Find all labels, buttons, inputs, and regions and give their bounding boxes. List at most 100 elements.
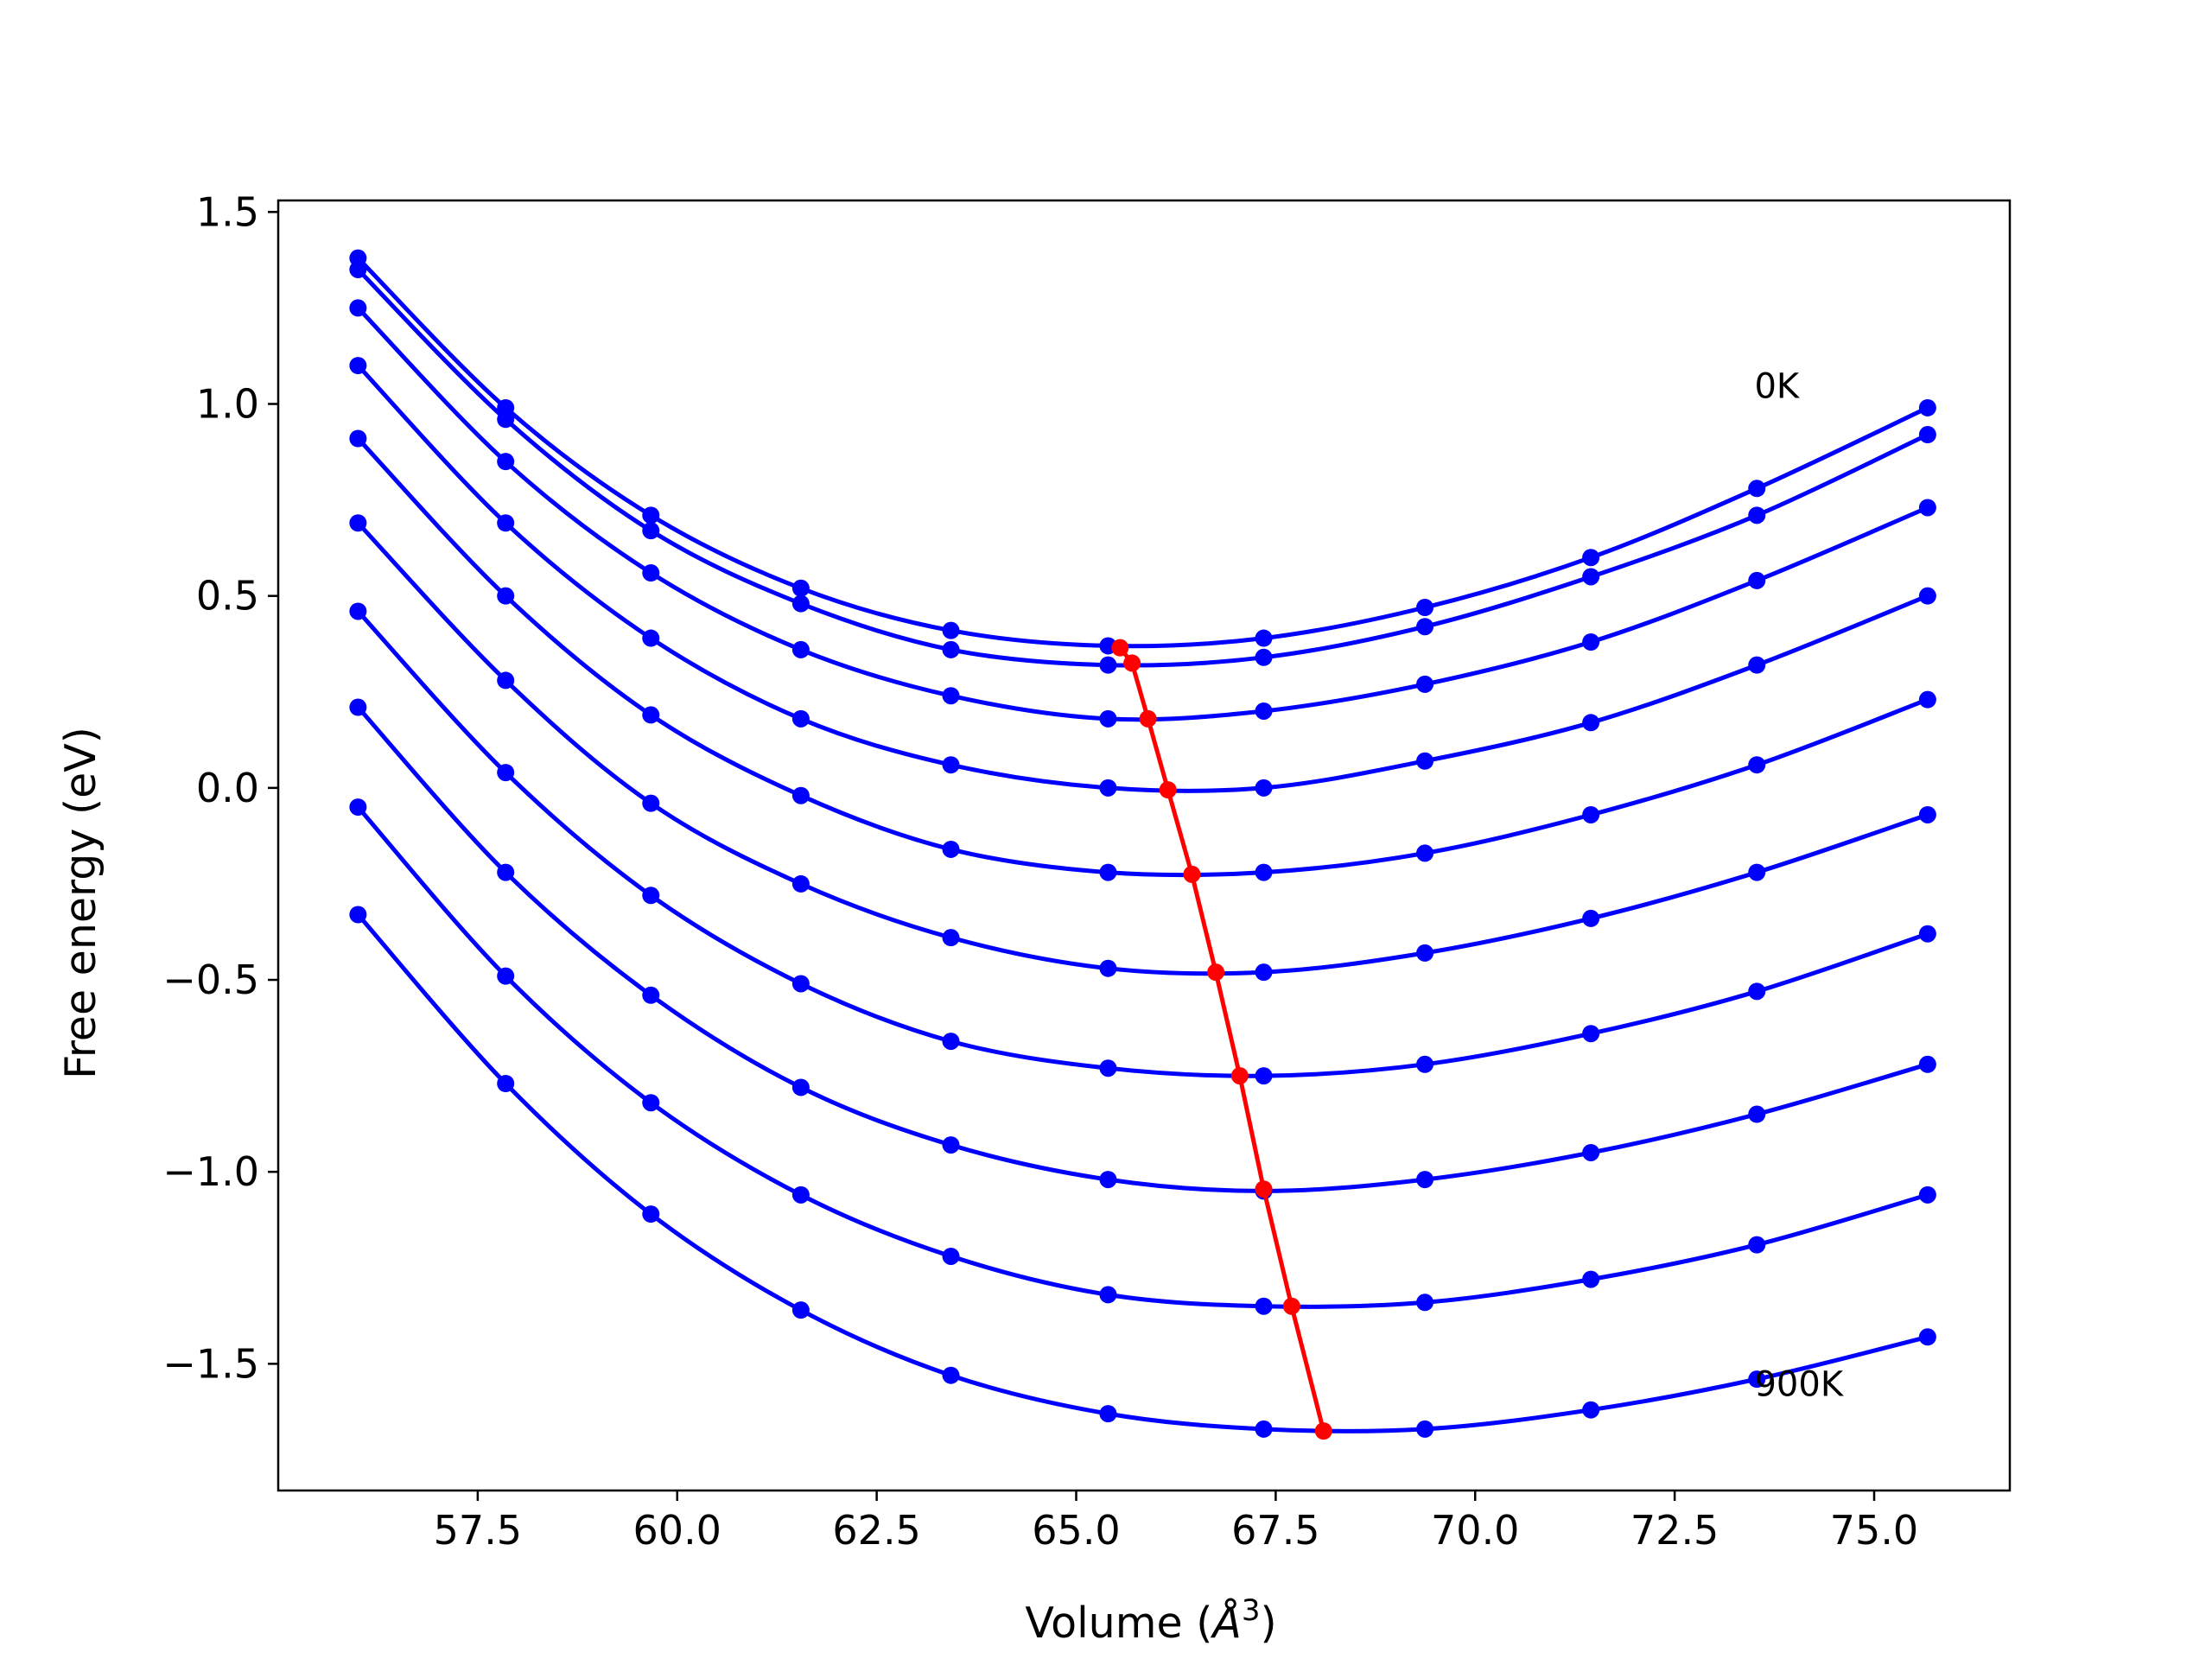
data-point: [1416, 1171, 1434, 1189]
data-point: [497, 1074, 515, 1092]
data-point: [1416, 844, 1434, 862]
data-point: [1255, 779, 1273, 797]
series-line: [356, 521, 1929, 976]
data-point: [1748, 756, 1766, 774]
data-point: [942, 687, 960, 705]
data-point: [1582, 1143, 1600, 1161]
data-point: [1416, 618, 1434, 636]
data-point: [1099, 1405, 1117, 1423]
data-point: [497, 671, 515, 690]
data-point: [942, 840, 960, 858]
series-line: [356, 306, 1929, 722]
y-axis-label: Free energy (eV): [56, 727, 105, 1079]
data-point: [1918, 587, 1936, 605]
data-point: [942, 1247, 960, 1265]
minimum-point: [1159, 781, 1177, 799]
y-tick-label: 0.0: [196, 765, 259, 811]
data-point: [349, 357, 367, 375]
data-point: [497, 587, 515, 605]
data-point: [642, 506, 660, 524]
data-point: [349, 798, 367, 817]
series-line: [356, 705, 1929, 1193]
data-point: [1918, 1185, 1936, 1204]
x-tick-label: 57.5: [434, 1507, 522, 1554]
data-point: [791, 874, 810, 893]
minimum-point: [1139, 709, 1157, 728]
data-point: [1918, 426, 1936, 444]
series-line: [356, 609, 1929, 1078]
data-point: [791, 1185, 810, 1204]
y-tick-label: 1.5: [196, 188, 259, 235]
data-point: [791, 709, 810, 728]
data-point: [791, 640, 810, 658]
data-point: [349, 260, 367, 278]
x-tick-label: 67.5: [1231, 1507, 1319, 1554]
x-tick-label: 60.0: [633, 1507, 721, 1554]
x-tick-label: 75.0: [1830, 1507, 1918, 1554]
data-point: [1416, 599, 1434, 617]
series-line: [356, 805, 1929, 1309]
data-point: [1099, 1286, 1117, 1304]
data-point: [791, 579, 810, 597]
minimum-point: [1255, 1180, 1273, 1198]
data-point: [642, 794, 660, 812]
data-point: [1748, 982, 1766, 1001]
data-point: [1255, 629, 1273, 647]
minimum-point: [1123, 654, 1141, 672]
data-point: [642, 564, 660, 582]
data-point: [1416, 944, 1434, 962]
series-9: [349, 906, 1936, 1438]
data-point: [942, 929, 960, 947]
data-point: [942, 756, 960, 774]
data-point: [942, 1136, 960, 1154]
data-point: [791, 975, 810, 993]
data-point: [1255, 648, 1273, 666]
data-point: [349, 514, 367, 532]
data-point: [349, 906, 367, 924]
data-point: [1748, 863, 1766, 881]
series-line: [356, 912, 1929, 1433]
data-point: [1255, 1420, 1273, 1438]
data-point: [1582, 714, 1600, 732]
data-point: [1918, 805, 1936, 823]
series-8: [349, 798, 1936, 1315]
series-5: [349, 514, 1936, 982]
y-tick-label: −1.5: [162, 1340, 259, 1387]
data-point: [1416, 1420, 1434, 1438]
data-point: [497, 514, 515, 532]
series-1: [349, 260, 1936, 674]
x-axis-label: Volume (Å3): [1025, 1593, 1276, 1648]
data-point: [1918, 690, 1936, 709]
data-point: [1582, 1401, 1600, 1419]
series-2: [349, 299, 1936, 728]
x-tick-label: 65.0: [1032, 1507, 1120, 1554]
data-point: [1416, 675, 1434, 693]
data-point: [497, 453, 515, 471]
series-line: [356, 364, 1929, 793]
data-point: [1918, 398, 1936, 416]
minimum-point: [1314, 1422, 1332, 1440]
data-point: [1255, 863, 1273, 881]
data-point: [642, 986, 660, 1004]
data-point: [642, 522, 660, 540]
y-tick-label: 0.5: [196, 573, 259, 620]
data-point: [497, 764, 515, 782]
data-point: [349, 429, 367, 448]
data-point: [642, 887, 660, 905]
annotation-900k: 900K: [1754, 1365, 1844, 1405]
data-point: [1099, 1171, 1117, 1189]
data-point: [1416, 1055, 1434, 1073]
data-point: [497, 967, 515, 985]
data-point: [1099, 779, 1117, 797]
data-point: [1748, 1370, 1766, 1389]
data-point: [1748, 1236, 1766, 1254]
data-point: [1748, 1105, 1766, 1123]
data-point: [1255, 1297, 1273, 1315]
data-point: [1748, 480, 1766, 498]
series-4: [349, 429, 1936, 881]
data-point: [1918, 925, 1936, 943]
data-point: [642, 706, 660, 724]
data-point: [942, 1366, 960, 1384]
minimum-point: [1207, 963, 1225, 982]
data-point: [1748, 571, 1766, 589]
